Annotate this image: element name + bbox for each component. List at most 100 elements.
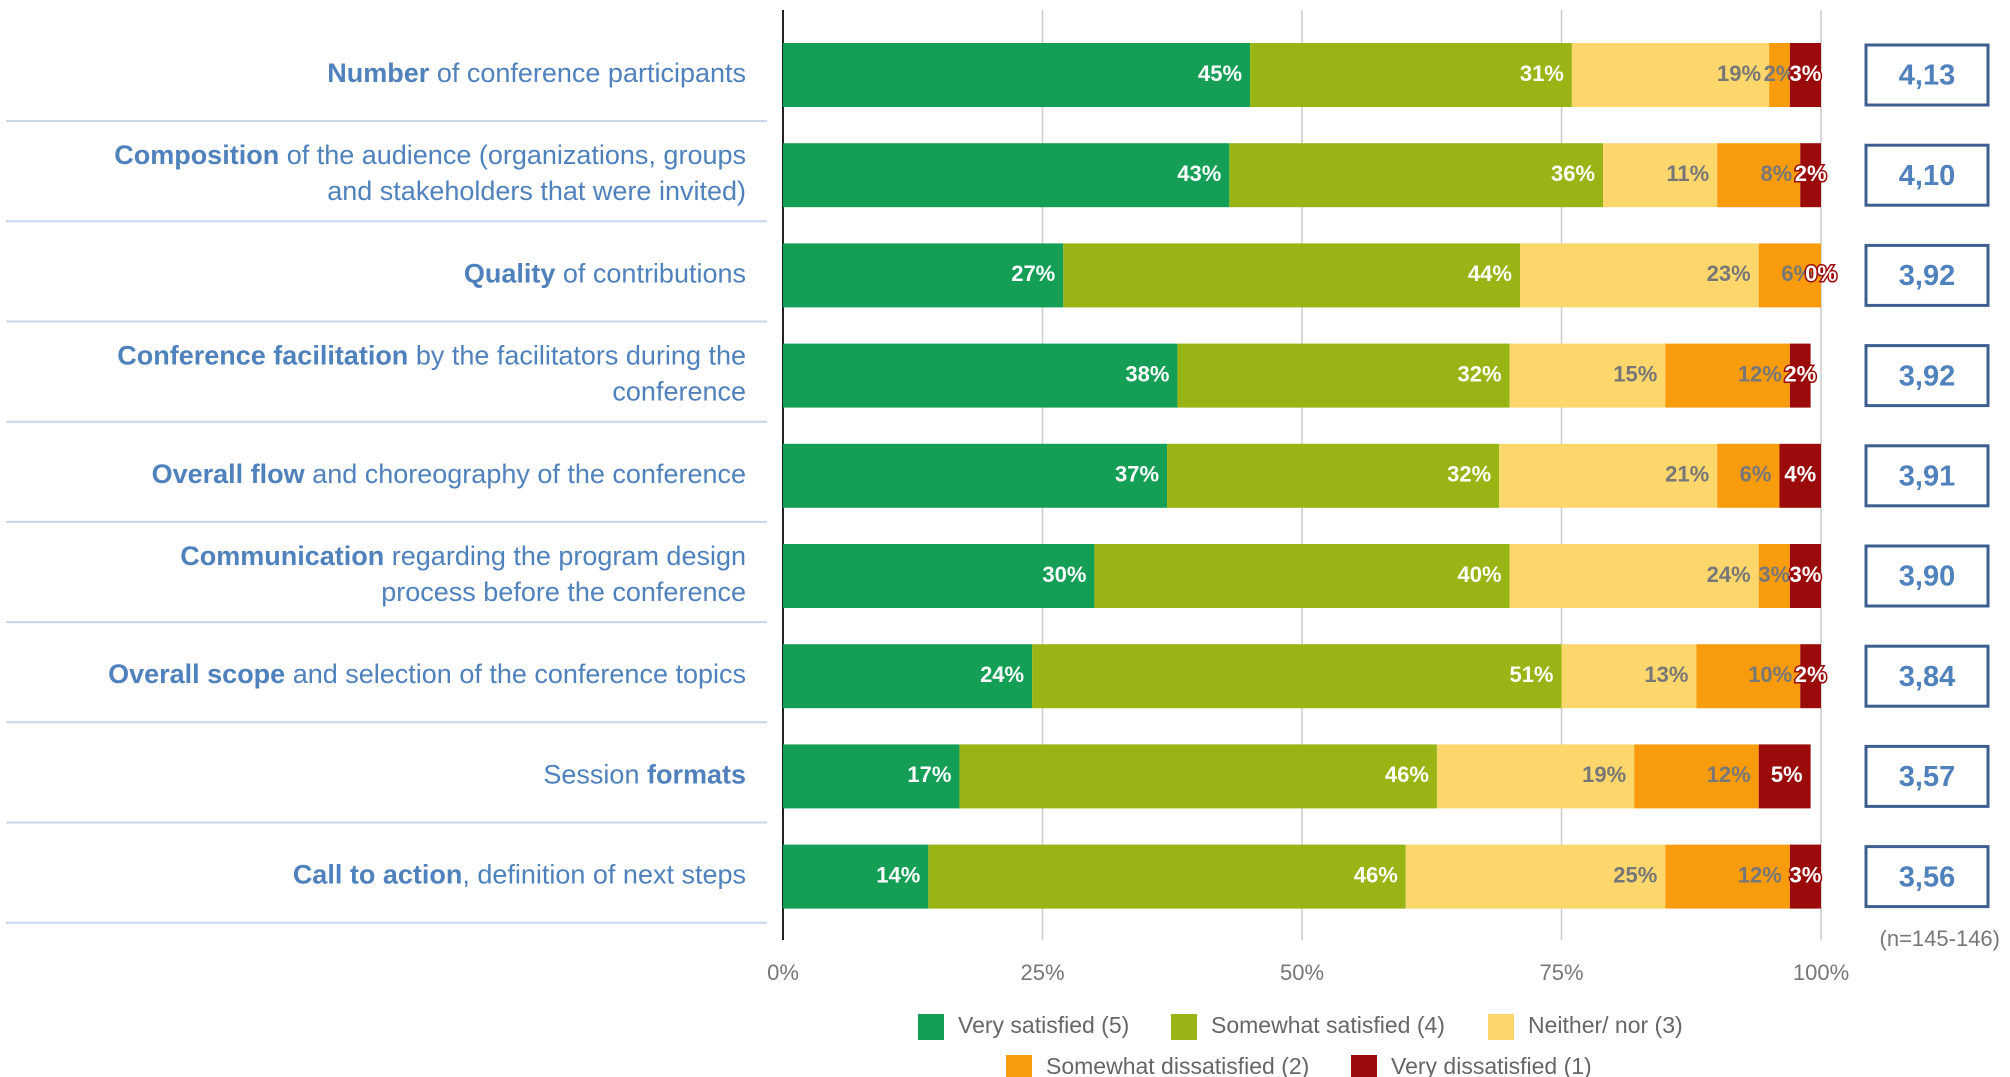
x-tick-label: 25%	[1020, 960, 1064, 985]
value-label: 51%	[1509, 662, 1553, 687]
value-label: 43%	[1177, 161, 1221, 186]
category-label-part: Conference facilitation	[117, 341, 408, 371]
category-label-part: of contributions	[555, 259, 746, 289]
score-label: 3,90	[1899, 561, 1955, 593]
category-label-part: by the facilitators during the	[408, 341, 746, 371]
bar-segment	[1603, 143, 1718, 208]
bar-segment	[1499, 443, 1718, 508]
bar-segment	[783, 43, 1251, 107]
value-label: 46%	[1354, 862, 1398, 887]
bar-segment	[1405, 844, 1666, 909]
bar-segment	[1229, 143, 1604, 208]
score-label: 3,92	[1899, 360, 1955, 392]
score-label: 4,13	[1899, 60, 1955, 92]
legend-swatch	[1006, 1055, 1032, 1077]
bar-segment	[1696, 644, 1801, 709]
bar-segment	[1509, 343, 1666, 408]
category-label: Session formats	[543, 760, 746, 790]
category-label-part: Quality	[464, 259, 556, 289]
bar-segment	[1519, 243, 1759, 308]
value-label: 3%	[1758, 562, 1790, 587]
value-label: 13%	[1644, 662, 1688, 687]
score-label: 3,91	[1899, 460, 1955, 492]
value-label: 17%	[907, 762, 951, 787]
bar-segment	[1032, 644, 1562, 709]
category-label-part: Number	[327, 58, 430, 88]
legend-swatch	[1488, 1014, 1514, 1040]
bar-segment	[1789, 544, 1821, 608]
bar-segment	[1436, 744, 1635, 809]
value-label: 38%	[1125, 361, 1169, 386]
value-label: 32%	[1447, 462, 1491, 487]
value-label: 12%	[1738, 361, 1782, 386]
bar-segment	[1167, 443, 1500, 508]
bar-segment	[783, 443, 1168, 508]
category-label: Conference facilitation by the facilitat…	[117, 341, 746, 371]
value-label: 31%	[1520, 61, 1564, 86]
value-label: 8%	[1760, 161, 1792, 186]
category-label-part: of conference participants	[429, 58, 746, 88]
category-label: conference	[612, 377, 746, 407]
category-label-part: , definition of next steps	[462, 860, 746, 890]
category-label-part: formats	[647, 760, 746, 790]
category-label: process before the conference	[381, 577, 746, 607]
bar-segment	[1509, 544, 1759, 608]
bar-segment	[1789, 43, 1821, 107]
score-label: 3,92	[1899, 260, 1955, 292]
score-box	[1864, 444, 1990, 508]
value-label: 19%	[1717, 61, 1761, 86]
bar-segment	[1779, 443, 1821, 508]
bar-segment	[783, 844, 929, 909]
legend-swatch	[918, 1014, 944, 1040]
note: (n=145-146)	[1880, 926, 2000, 951]
bar-segment	[1717, 143, 1801, 208]
value-label: 12%	[1707, 762, 1751, 787]
category-label-part: Session	[543, 760, 647, 790]
score-box	[1864, 744, 1990, 808]
legend-label: Somewhat satisfied (4)	[1211, 1012, 1445, 1038]
score-label: 4,10	[1899, 160, 1955, 192]
bar-segment	[928, 844, 1406, 909]
value-label: 24%	[1707, 562, 1751, 587]
value-label: 36%	[1551, 161, 1595, 186]
category-label-part: Call to action	[293, 860, 463, 890]
category-label: Number of conference participants	[327, 58, 746, 88]
category-label-part: Communication	[180, 541, 384, 571]
bar-segment	[1063, 243, 1520, 308]
bar-segment	[1665, 844, 1790, 909]
bar-segment	[1758, 544, 1790, 608]
bar-segment	[1800, 143, 1821, 208]
x-tick-label: 0%	[767, 960, 799, 985]
value-label: 10%	[1748, 662, 1792, 687]
legend-label: Somewhat dissatisfied (2)	[1046, 1053, 1309, 1077]
bar-segment	[1758, 243, 1821, 308]
value-label: 14%	[876, 862, 920, 887]
bar-segment	[1634, 744, 1759, 809]
score-box	[1864, 43, 1990, 107]
bar-segment	[1250, 43, 1572, 107]
x-tick-label: 100%	[1793, 960, 1849, 985]
legend-label: Neither/ nor (3)	[1528, 1012, 1683, 1038]
category-label: Communication regarding the program desi…	[180, 541, 746, 571]
category-label: Overall flow and choreography of the con…	[152, 459, 746, 489]
bar-segment	[1717, 443, 1780, 508]
bar-segment	[1769, 43, 1790, 107]
value-label: 25%	[1613, 862, 1657, 887]
bar-segment	[1789, 844, 1821, 909]
value-label: 21%	[1665, 462, 1709, 487]
category-label-part: Composition	[114, 140, 279, 170]
value-label: 3%	[1790, 61, 1822, 86]
category-label: Call to action, definition of next steps	[293, 860, 746, 890]
category-label-part: conference	[612, 377, 746, 407]
value-label: 5%	[1771, 762, 1803, 787]
bar-segment	[783, 744, 960, 809]
category-label-part: and stakeholders that were invited)	[327, 176, 746, 206]
bar-segment	[1561, 644, 1697, 709]
bar-segment	[1800, 644, 1821, 709]
category-label-part: regarding the program design	[384, 541, 746, 571]
value-label: 32%	[1458, 361, 1502, 386]
value-label: 4%	[1784, 462, 1816, 487]
value-label: 24%	[980, 662, 1024, 687]
category-label-part: Overall flow	[152, 459, 306, 489]
